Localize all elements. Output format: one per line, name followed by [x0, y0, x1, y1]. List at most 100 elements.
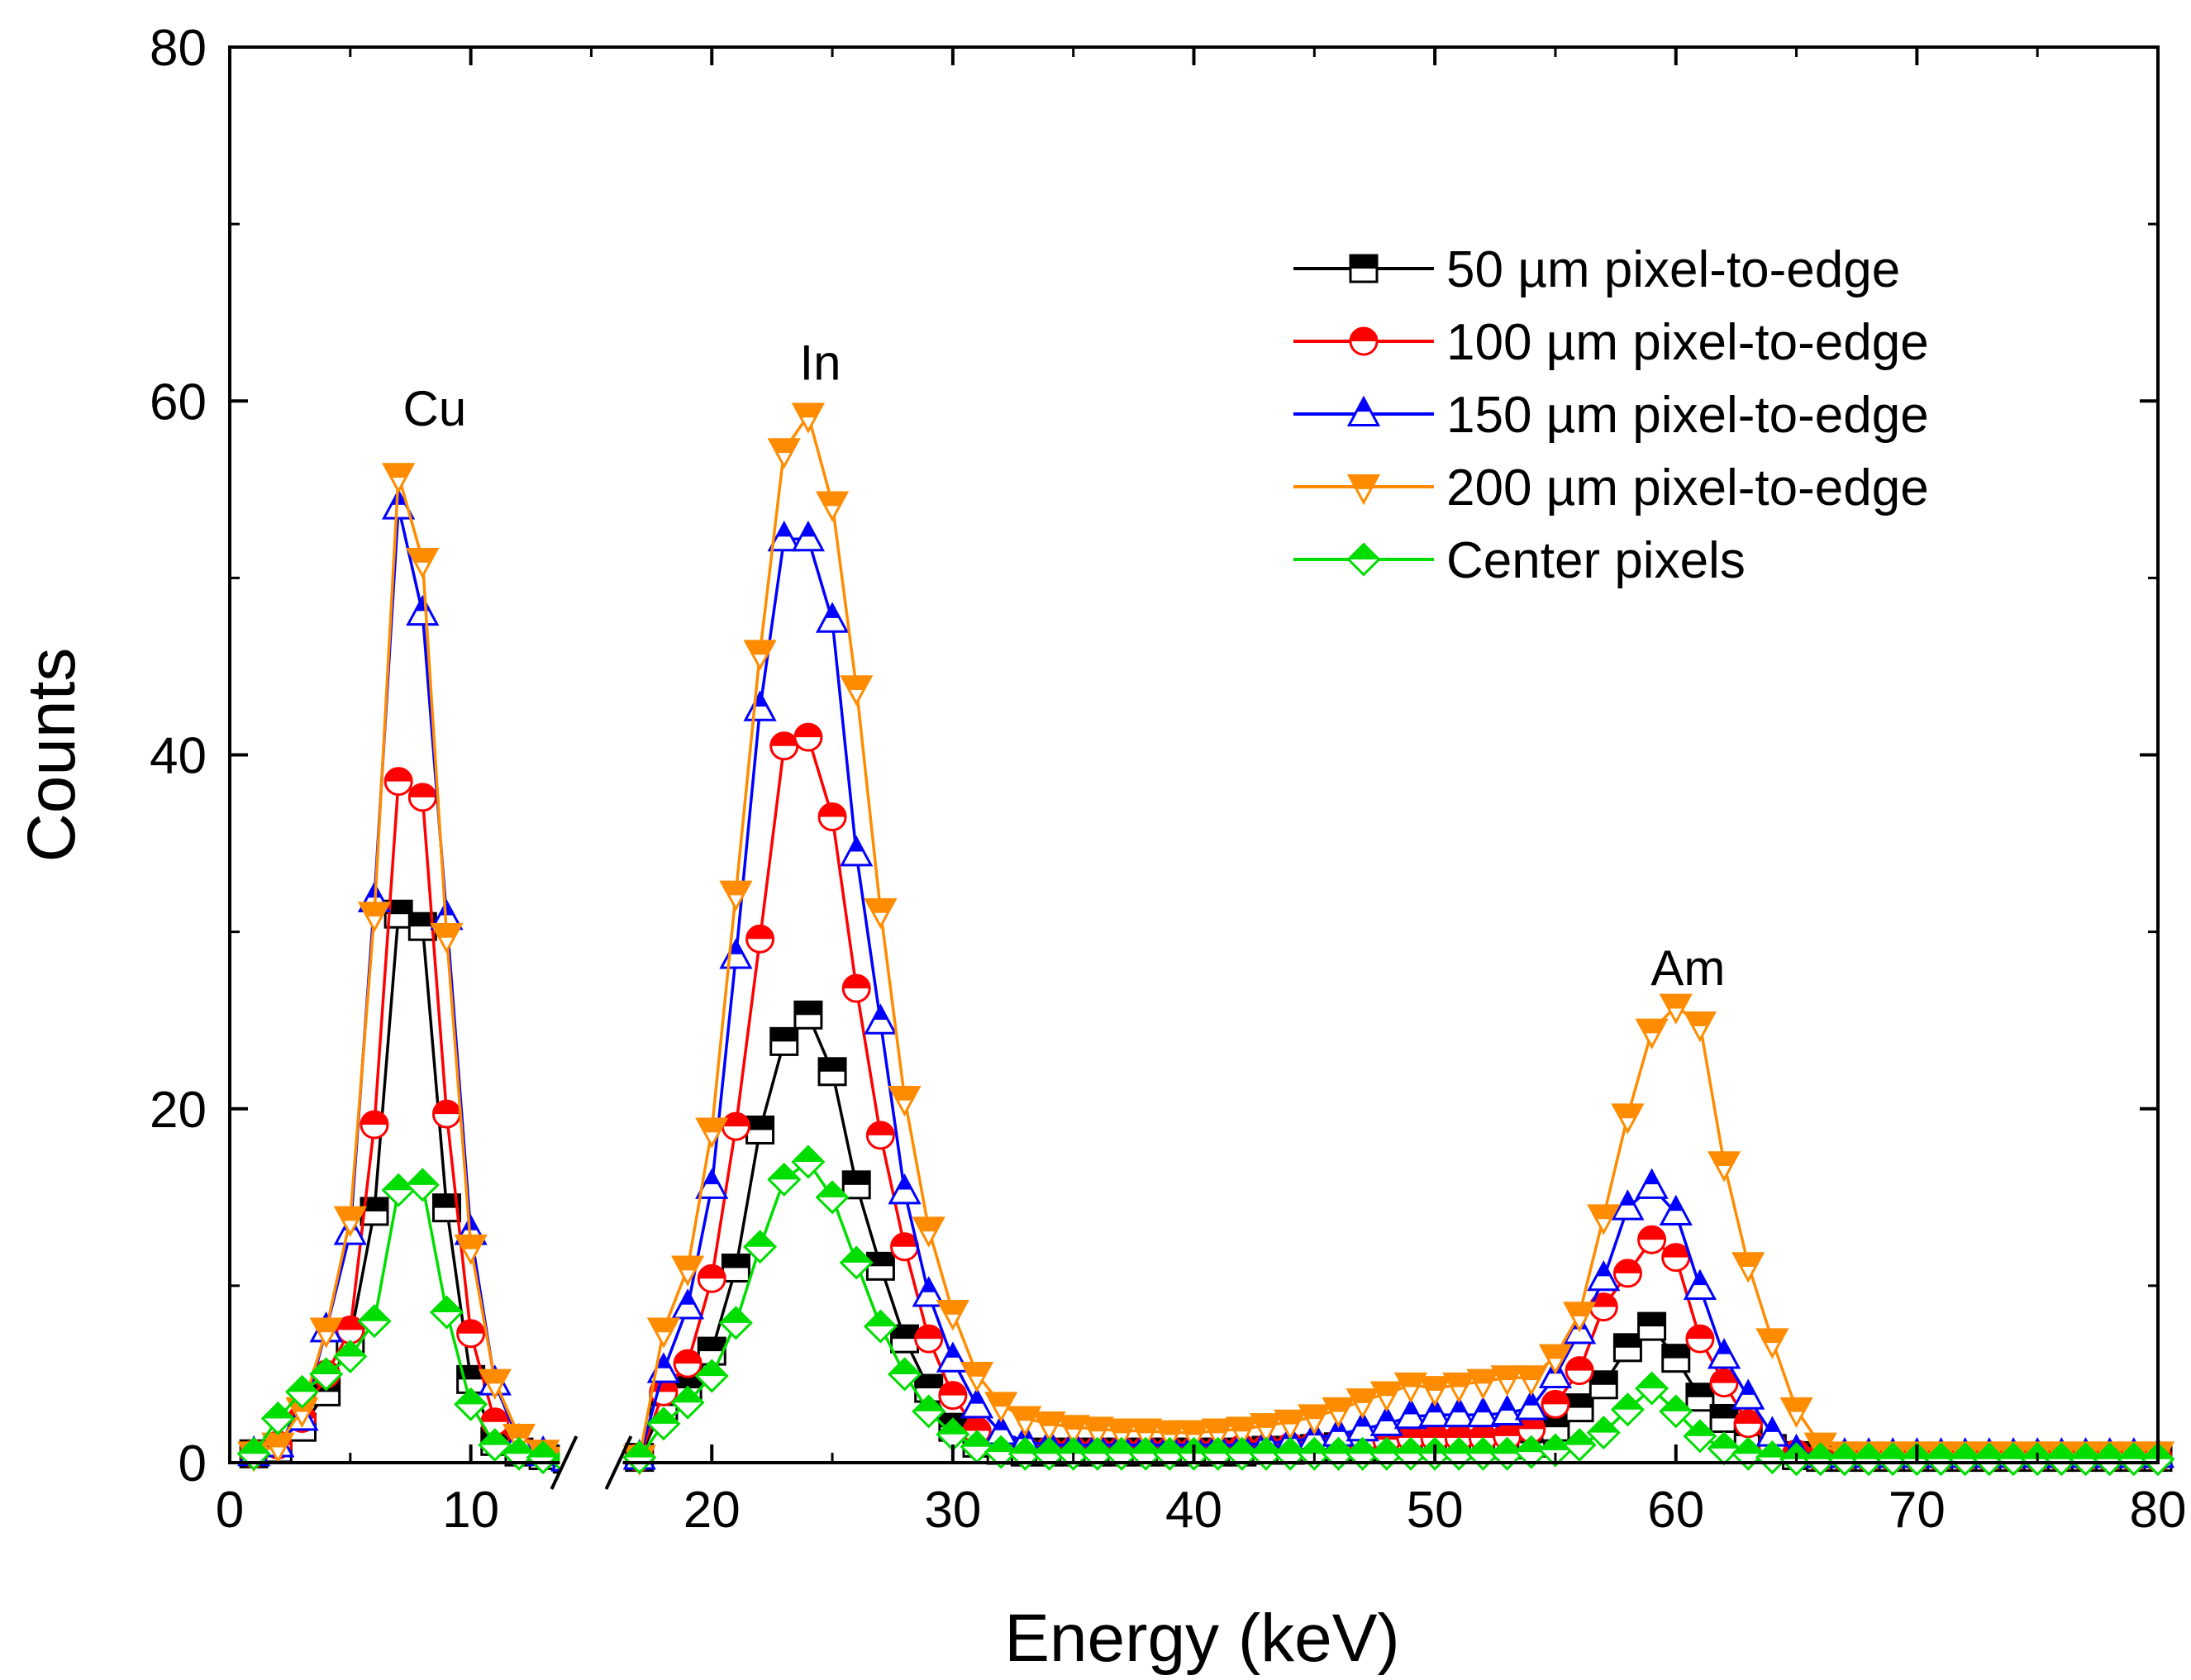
data-point [912, 1394, 946, 1429]
data-point [793, 722, 823, 752]
x-tick-label: 80 [2130, 1482, 2187, 1539]
x-tick-label: 40 [1165, 1482, 1222, 1539]
data-point [888, 1357, 922, 1392]
data-point [1851, 1442, 1886, 1477]
data-point [1587, 1204, 1621, 1235]
data-point [791, 1145, 826, 1179]
data-point [719, 880, 753, 911]
data-point [721, 1111, 750, 1141]
data-point [815, 1180, 850, 1215]
data-point [1659, 1194, 1693, 1226]
legend-item: 150 µm pixel-to-edge [1293, 387, 1929, 444]
data-point [1466, 1396, 1500, 1428]
data-point [1635, 1018, 1669, 1049]
data-point [1201, 1418, 1235, 1449]
data-point [912, 1276, 945, 1307]
data-point [1321, 1436, 1355, 1471]
data-point [1128, 1436, 1163, 1471]
data-point [480, 1407, 510, 1437]
data-point [1565, 1356, 1594, 1386]
data-point [864, 1003, 898, 1035]
data-point [1225, 1436, 1260, 1471]
data-point [646, 1406, 681, 1441]
data-point [912, 1216, 945, 1248]
legend-label: 150 µm pixel-to-edge [1446, 387, 1929, 444]
data-point [960, 1430, 994, 1464]
y-tick-label: 0 [179, 1435, 207, 1492]
peak-label: Cu [403, 381, 467, 436]
data-point [1490, 1436, 1525, 1471]
data-point [670, 1255, 705, 1287]
data-point [670, 1288, 705, 1320]
data-point [1514, 1435, 1549, 1469]
data-point [936, 1300, 969, 1331]
data-point [260, 1401, 295, 1435]
data-point [841, 973, 871, 1003]
data-point [1612, 1259, 1642, 1288]
data-point [1683, 1419, 1717, 1454]
axis-break-mark [604, 1435, 633, 1490]
data-point [888, 1085, 922, 1117]
data-point [1541, 1389, 1570, 1419]
data-point [1731, 1252, 1765, 1283]
data-point [1298, 1404, 1331, 1435]
data-point [841, 1170, 871, 1200]
data-point [1514, 1365, 1548, 1397]
data-point [478, 1428, 512, 1463]
data-point [1683, 1268, 1717, 1300]
data-point [1637, 1311, 1667, 1341]
data-point [1562, 1428, 1597, 1463]
legend-item: 50 µm pixel-to-edge [1293, 241, 1900, 298]
data-point [673, 1349, 703, 1378]
y-tick-label: 20 [150, 1082, 207, 1139]
data-point [1827, 1442, 1862, 1477]
data-point [1972, 1442, 2007, 1477]
data-point [2068, 1442, 2103, 1477]
data-point [840, 835, 874, 867]
data-point [984, 1392, 1018, 1423]
data-point [2117, 1442, 2151, 1477]
data-point [815, 602, 850, 633]
data-point [1755, 1328, 1789, 1359]
legend-item: 100 µm pixel-to-edge [1293, 314, 1929, 371]
data-point [1129, 1418, 1163, 1449]
data-point [1683, 1011, 1717, 1043]
data-point [745, 1115, 775, 1145]
x-tick-label: 30 [924, 1482, 981, 1539]
data-point [1322, 1397, 1355, 1429]
data-point [1538, 1433, 1573, 1468]
data-point [407, 783, 437, 812]
data-point [865, 1251, 895, 1281]
data-point [1612, 1333, 1642, 1363]
data-point [454, 1234, 488, 1266]
x-tick-label: 50 [1407, 1482, 1464, 1539]
data-point [1007, 1436, 1042, 1471]
legend-marker [1349, 254, 1379, 283]
data-point [360, 1110, 389, 1140]
data-point [1490, 1394, 1524, 1425]
data-point [454, 1387, 488, 1421]
data-point [1709, 1403, 1739, 1433]
data-point [1104, 1436, 1139, 1471]
data-point [1274, 1409, 1307, 1441]
x-tick-label: 0 [216, 1482, 244, 1539]
data-point [1032, 1436, 1067, 1471]
data-point [1610, 1392, 1645, 1427]
data-point [2044, 1442, 2079, 1477]
data-point [357, 1304, 392, 1339]
data-point [1346, 1436, 1380, 1471]
data-point [817, 1057, 847, 1087]
data-point [1153, 1420, 1187, 1451]
data-point [1056, 1415, 1090, 1446]
data-point [1685, 1324, 1715, 1354]
y-tick-label: 60 [150, 374, 207, 431]
data-point [1731, 1378, 1765, 1410]
data-point [1755, 1440, 1789, 1475]
data-point [236, 1436, 271, 1471]
data-point [1685, 1383, 1715, 1412]
y-tick-label: 80 [150, 20, 207, 77]
data-point [502, 1436, 536, 1471]
data-point [284, 1374, 320, 1409]
data-point [1369, 1436, 1404, 1471]
